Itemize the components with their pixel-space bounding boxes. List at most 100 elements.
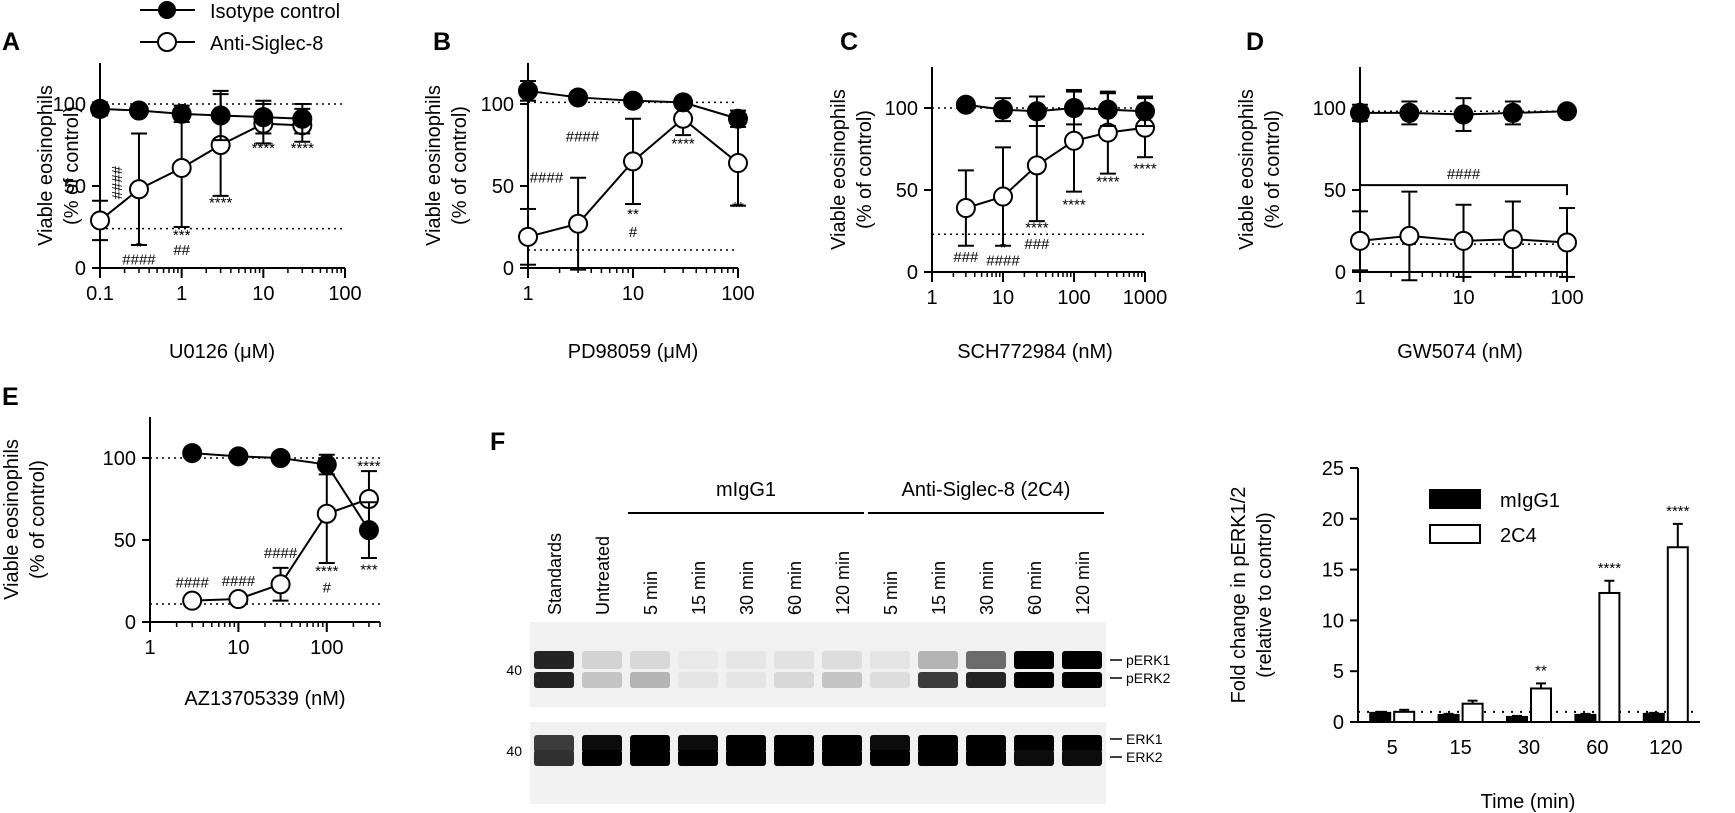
y-tick-label: 100 <box>103 448 136 470</box>
y-tick-label: 0 <box>503 258 514 280</box>
x-tick-label: 1 <box>176 283 187 305</box>
data-point <box>182 590 203 611</box>
band-upper <box>822 735 862 753</box>
band-upper <box>1014 651 1054 669</box>
band-lower <box>1062 750 1102 766</box>
significance-label: **** <box>1096 174 1120 191</box>
series-line <box>965 126 1146 209</box>
y-tick-label: 10 <box>1322 610 1344 632</box>
marker-label: 40 <box>506 662 522 678</box>
data-point <box>270 448 291 468</box>
band-lower <box>774 750 814 766</box>
band-label: pERK1 <box>1126 652 1171 668</box>
data-point <box>993 186 1013 207</box>
y-tick-label: 15 <box>1322 560 1344 582</box>
band-upper <box>1062 735 1102 753</box>
band-upper <box>678 735 718 753</box>
y-axis-label: Viable eosinophils <box>1 439 23 600</box>
panel-d: D 0 50 100 1 10 100 Viable eosinophils (% of con… <box>1236 28 1584 363</box>
significance-label: **** <box>671 135 695 152</box>
bar-migg1 <box>1642 712 1665 724</box>
x-tick-label: 120 <box>1649 737 1682 759</box>
band-upper <box>1014 735 1054 753</box>
x-tick-label: 1 <box>522 283 533 305</box>
y-axis-label-units: (% of control) <box>61 106 83 225</box>
group-header: mIgG1 <box>716 479 776 501</box>
band-lower <box>870 750 910 766</box>
y-tick-label: 100 <box>481 94 514 116</box>
band-lower <box>918 750 958 766</box>
y-tick-label: 100 <box>53 94 86 116</box>
band-upper <box>582 735 622 753</box>
x-axis-label: Time (min) <box>1481 791 1576 813</box>
band-upper <box>726 651 766 669</box>
y-tick-label: 0 <box>1335 262 1346 284</box>
significance-label: ** <box>1535 662 1547 679</box>
x-tick-label: 1 <box>144 637 155 659</box>
y-tick-label: 50 <box>896 180 918 202</box>
y-axis-label-units: (% of control) <box>854 110 876 229</box>
x-tick-label: 10 <box>227 637 249 659</box>
significance-label: **** <box>291 140 315 157</box>
x-axis-label: U0126 (μM) <box>169 341 275 363</box>
bar-group <box>1506 714 1528 723</box>
data-point <box>358 520 379 541</box>
significance-label: #### <box>264 545 298 562</box>
significance-label: **** <box>252 140 276 157</box>
band-lower <box>678 750 718 766</box>
data-point <box>993 99 1013 120</box>
data-point <box>673 92 694 113</box>
y-tick-label: 50 <box>1324 180 1346 202</box>
bar-2c4 <box>1461 702 1484 723</box>
lane-label: 5 min <box>881 571 901 615</box>
significance-label: # <box>323 579 332 596</box>
significance-label: #### <box>566 129 600 146</box>
x-tick-label: 1 <box>926 287 937 309</box>
data-point <box>1399 225 1420 246</box>
bar-2c4 <box>1598 591 1621 724</box>
band-lower <box>774 672 814 688</box>
significance-label: # <box>629 224 638 241</box>
bar-2c4 <box>1666 546 1689 723</box>
lane-label: 30 min <box>737 561 757 615</box>
y-axis-label: Viable eosinophils <box>423 85 445 246</box>
x-tick-label: 10 <box>1452 287 1474 309</box>
bar-group <box>1437 712 1460 724</box>
lane-label: 60 min <box>785 561 805 615</box>
significance-label: ### <box>1024 236 1050 253</box>
significance-label: **** <box>1062 197 1086 214</box>
panel-label: A <box>2 28 20 56</box>
significance-label: **** <box>357 458 381 475</box>
band-upper <box>726 735 766 753</box>
x-tick-label: 15 <box>1449 737 1471 759</box>
y-axis-label-units: (relative to control) <box>1254 512 1276 678</box>
y-axis-label: Viable eosinophils <box>35 85 57 246</box>
bracket-label: #### <box>1447 166 1481 183</box>
x-tick-label: 100 <box>328 283 361 305</box>
legend-antisiglec-marker <box>157 32 177 52</box>
data-point <box>171 157 192 178</box>
data-point <box>568 213 589 234</box>
data-point <box>955 94 976 115</box>
significance-label: **** <box>1025 220 1049 237</box>
data-point <box>228 446 249 467</box>
significance-label: **** <box>315 563 339 580</box>
data-point <box>1064 98 1084 118</box>
ERK-blot: 40 ERK1 ERK2 <box>506 722 1163 804</box>
bar-migg1 <box>1369 711 1392 724</box>
band-upper <box>534 735 574 753</box>
blot-background <box>530 622 1106 707</box>
data-point <box>518 226 538 247</box>
group-header: Anti-Siglec-8 (2C4) <box>902 479 1071 501</box>
lane-label: 60 min <box>1025 561 1045 615</box>
data-point <box>1557 101 1577 122</box>
data-point <box>623 90 643 111</box>
x-tick-label: 100 <box>310 637 343 659</box>
legend: Isotype control Anti-Siglec-8 <box>140 1 340 55</box>
series-isotype-control <box>955 90 1155 128</box>
x-tick-label: 100 <box>721 283 754 305</box>
significance-label: #### <box>122 252 156 269</box>
legend-2c4-swatch <box>1429 524 1481 544</box>
x-tick-label: 60 <box>1586 737 1608 759</box>
